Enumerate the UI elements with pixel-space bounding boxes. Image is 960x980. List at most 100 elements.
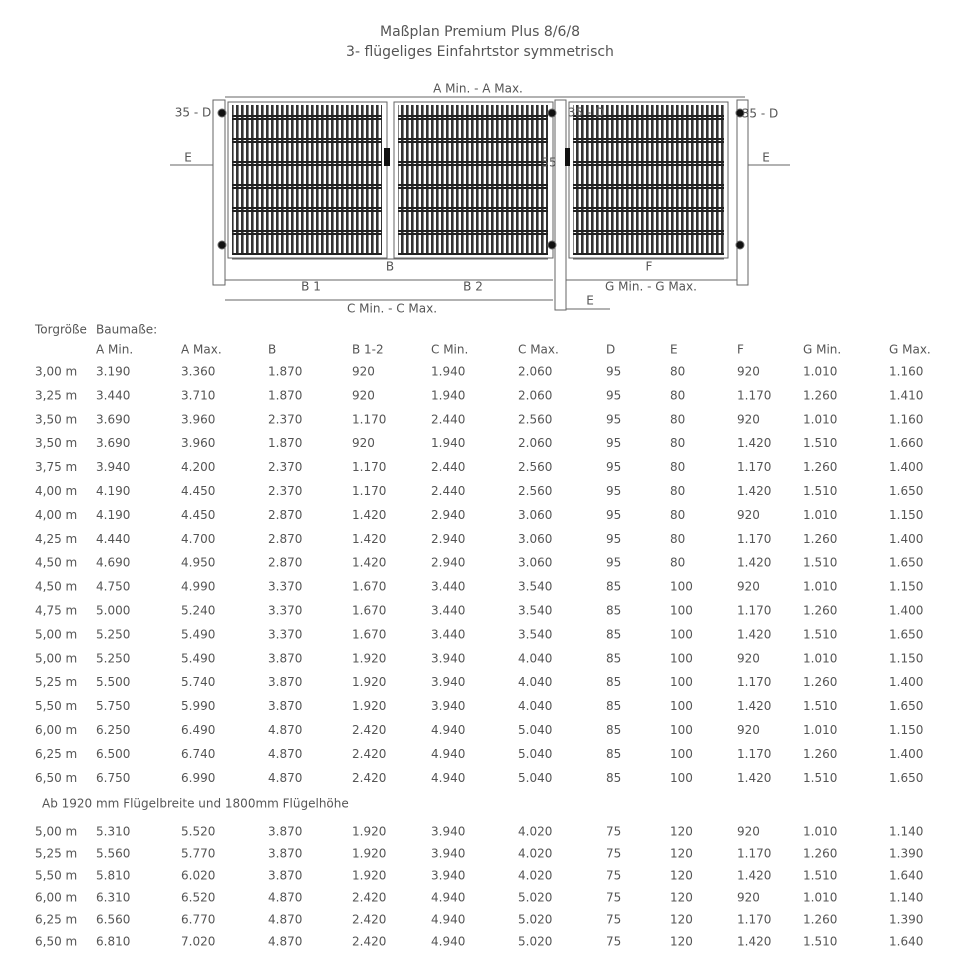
cell: 4.020 bbox=[518, 847, 552, 861]
row-label: 3,25 m bbox=[35, 388, 77, 402]
cell: 1.870 bbox=[268, 436, 302, 450]
cell: 1.010 bbox=[803, 723, 837, 737]
cell: 75 bbox=[606, 869, 621, 883]
cell: 3.940 bbox=[96, 460, 130, 474]
cell: 6.740 bbox=[181, 747, 215, 761]
cell: 3.870 bbox=[268, 675, 302, 689]
cell: 5.490 bbox=[181, 651, 215, 665]
cell: 1.660 bbox=[889, 436, 923, 450]
cell: 80 bbox=[670, 484, 685, 498]
cell: 6.490 bbox=[181, 723, 215, 737]
cell: 1.650 bbox=[889, 484, 923, 498]
cell: 95 bbox=[606, 365, 621, 379]
cell: 3.940 bbox=[431, 699, 465, 713]
cell: 4.450 bbox=[181, 484, 215, 498]
cell: 4.040 bbox=[518, 675, 552, 689]
cell: 80 bbox=[670, 412, 685, 426]
cell: 1.650 bbox=[889, 699, 923, 713]
row-label: 6,25 m bbox=[35, 747, 77, 761]
diagram-labels: A Min. - A Max. 35 - D 35 - D 35 - D E E 55 B F B… bbox=[175, 82, 778, 316]
cell: 1.670 bbox=[352, 627, 386, 641]
cell: 1.670 bbox=[352, 604, 386, 618]
cell: 85 bbox=[606, 699, 621, 713]
cell: 1.920 bbox=[352, 869, 386, 883]
cell: 3.690 bbox=[96, 436, 130, 450]
cell: 3.710 bbox=[181, 388, 215, 402]
cell: 1.510 bbox=[803, 935, 837, 949]
cell: 4.450 bbox=[181, 508, 215, 522]
cell: 3.870 bbox=[268, 699, 302, 713]
row-label: 6,00 m bbox=[35, 891, 77, 905]
cell: 4.940 bbox=[431, 771, 465, 785]
cell: 2.420 bbox=[352, 913, 386, 927]
dimension-label: E bbox=[762, 151, 770, 165]
cell: 3.870 bbox=[268, 847, 302, 861]
cell: 75 bbox=[606, 913, 621, 927]
cell: 6.750 bbox=[96, 771, 130, 785]
cell: 1.010 bbox=[803, 580, 837, 594]
cell: 1.150 bbox=[889, 723, 923, 737]
cell: 3.540 bbox=[518, 580, 552, 594]
cell: 1.870 bbox=[268, 365, 302, 379]
cell: 2.370 bbox=[268, 412, 302, 426]
dimension-label: 35 - D bbox=[742, 107, 778, 121]
cell: 80 bbox=[670, 460, 685, 474]
cell: 4.040 bbox=[518, 651, 552, 665]
cell: 5.020 bbox=[518, 913, 552, 927]
cell: 1.170 bbox=[737, 847, 771, 861]
cell: 1.260 bbox=[803, 604, 837, 618]
cell: 95 bbox=[606, 532, 621, 546]
cell: 1.640 bbox=[889, 935, 923, 949]
cell: 920 bbox=[737, 412, 760, 426]
cell: 1.260 bbox=[803, 532, 837, 546]
cell: 3.060 bbox=[518, 508, 552, 522]
cell: 1.170 bbox=[737, 388, 771, 402]
cell: 120 bbox=[670, 935, 693, 949]
cell: 3.370 bbox=[268, 604, 302, 618]
cell: 85 bbox=[606, 580, 621, 594]
dimension-label: B 2 bbox=[463, 280, 483, 294]
cell: 1.920 bbox=[352, 651, 386, 665]
cell: 4.040 bbox=[518, 699, 552, 713]
cell: 1.670 bbox=[352, 580, 386, 594]
dimension-label: 35 - D bbox=[568, 106, 604, 120]
cell: 85 bbox=[606, 651, 621, 665]
dimension-label: B 1 bbox=[301, 280, 321, 294]
cell: 5.040 bbox=[518, 723, 552, 737]
row-label: 3,75 m bbox=[35, 460, 77, 474]
cell: 5.240 bbox=[181, 604, 215, 618]
cell: 3.440 bbox=[96, 388, 130, 402]
cell: 3.370 bbox=[268, 580, 302, 594]
cell: 4.870 bbox=[268, 891, 302, 905]
cell: 4.940 bbox=[431, 891, 465, 905]
cell: 3.870 bbox=[268, 825, 302, 839]
cell: 4.750 bbox=[96, 580, 130, 594]
cell: 4.940 bbox=[431, 935, 465, 949]
cell: 1.150 bbox=[889, 580, 923, 594]
cell: 5.250 bbox=[96, 627, 130, 641]
row-label: 5,50 m bbox=[35, 699, 77, 713]
cell: 1.150 bbox=[889, 508, 923, 522]
cell: 5.040 bbox=[518, 747, 552, 761]
column-header: E bbox=[670, 343, 678, 357]
cell: 4.870 bbox=[268, 747, 302, 761]
cell: 85 bbox=[606, 723, 621, 737]
cell: 1.510 bbox=[803, 627, 837, 641]
cell: 1.420 bbox=[352, 556, 386, 570]
cell: 3.360 bbox=[181, 365, 215, 379]
cell: 1.010 bbox=[803, 651, 837, 665]
cell: 95 bbox=[606, 460, 621, 474]
cell: 100 bbox=[670, 580, 693, 594]
cell: 4.940 bbox=[431, 747, 465, 761]
row-label: 3,00 m bbox=[35, 365, 77, 379]
cell: 2.420 bbox=[352, 723, 386, 737]
cell: 1.420 bbox=[737, 771, 771, 785]
cell: 1.260 bbox=[803, 847, 837, 861]
dimension-label: G Min. - G Max. bbox=[605, 280, 697, 294]
cell: 5.740 bbox=[181, 675, 215, 689]
row-label: 4,25 m bbox=[35, 532, 77, 546]
cell: 3.370 bbox=[268, 627, 302, 641]
cell: 1.260 bbox=[803, 460, 837, 474]
cell: 1.170 bbox=[352, 460, 386, 474]
